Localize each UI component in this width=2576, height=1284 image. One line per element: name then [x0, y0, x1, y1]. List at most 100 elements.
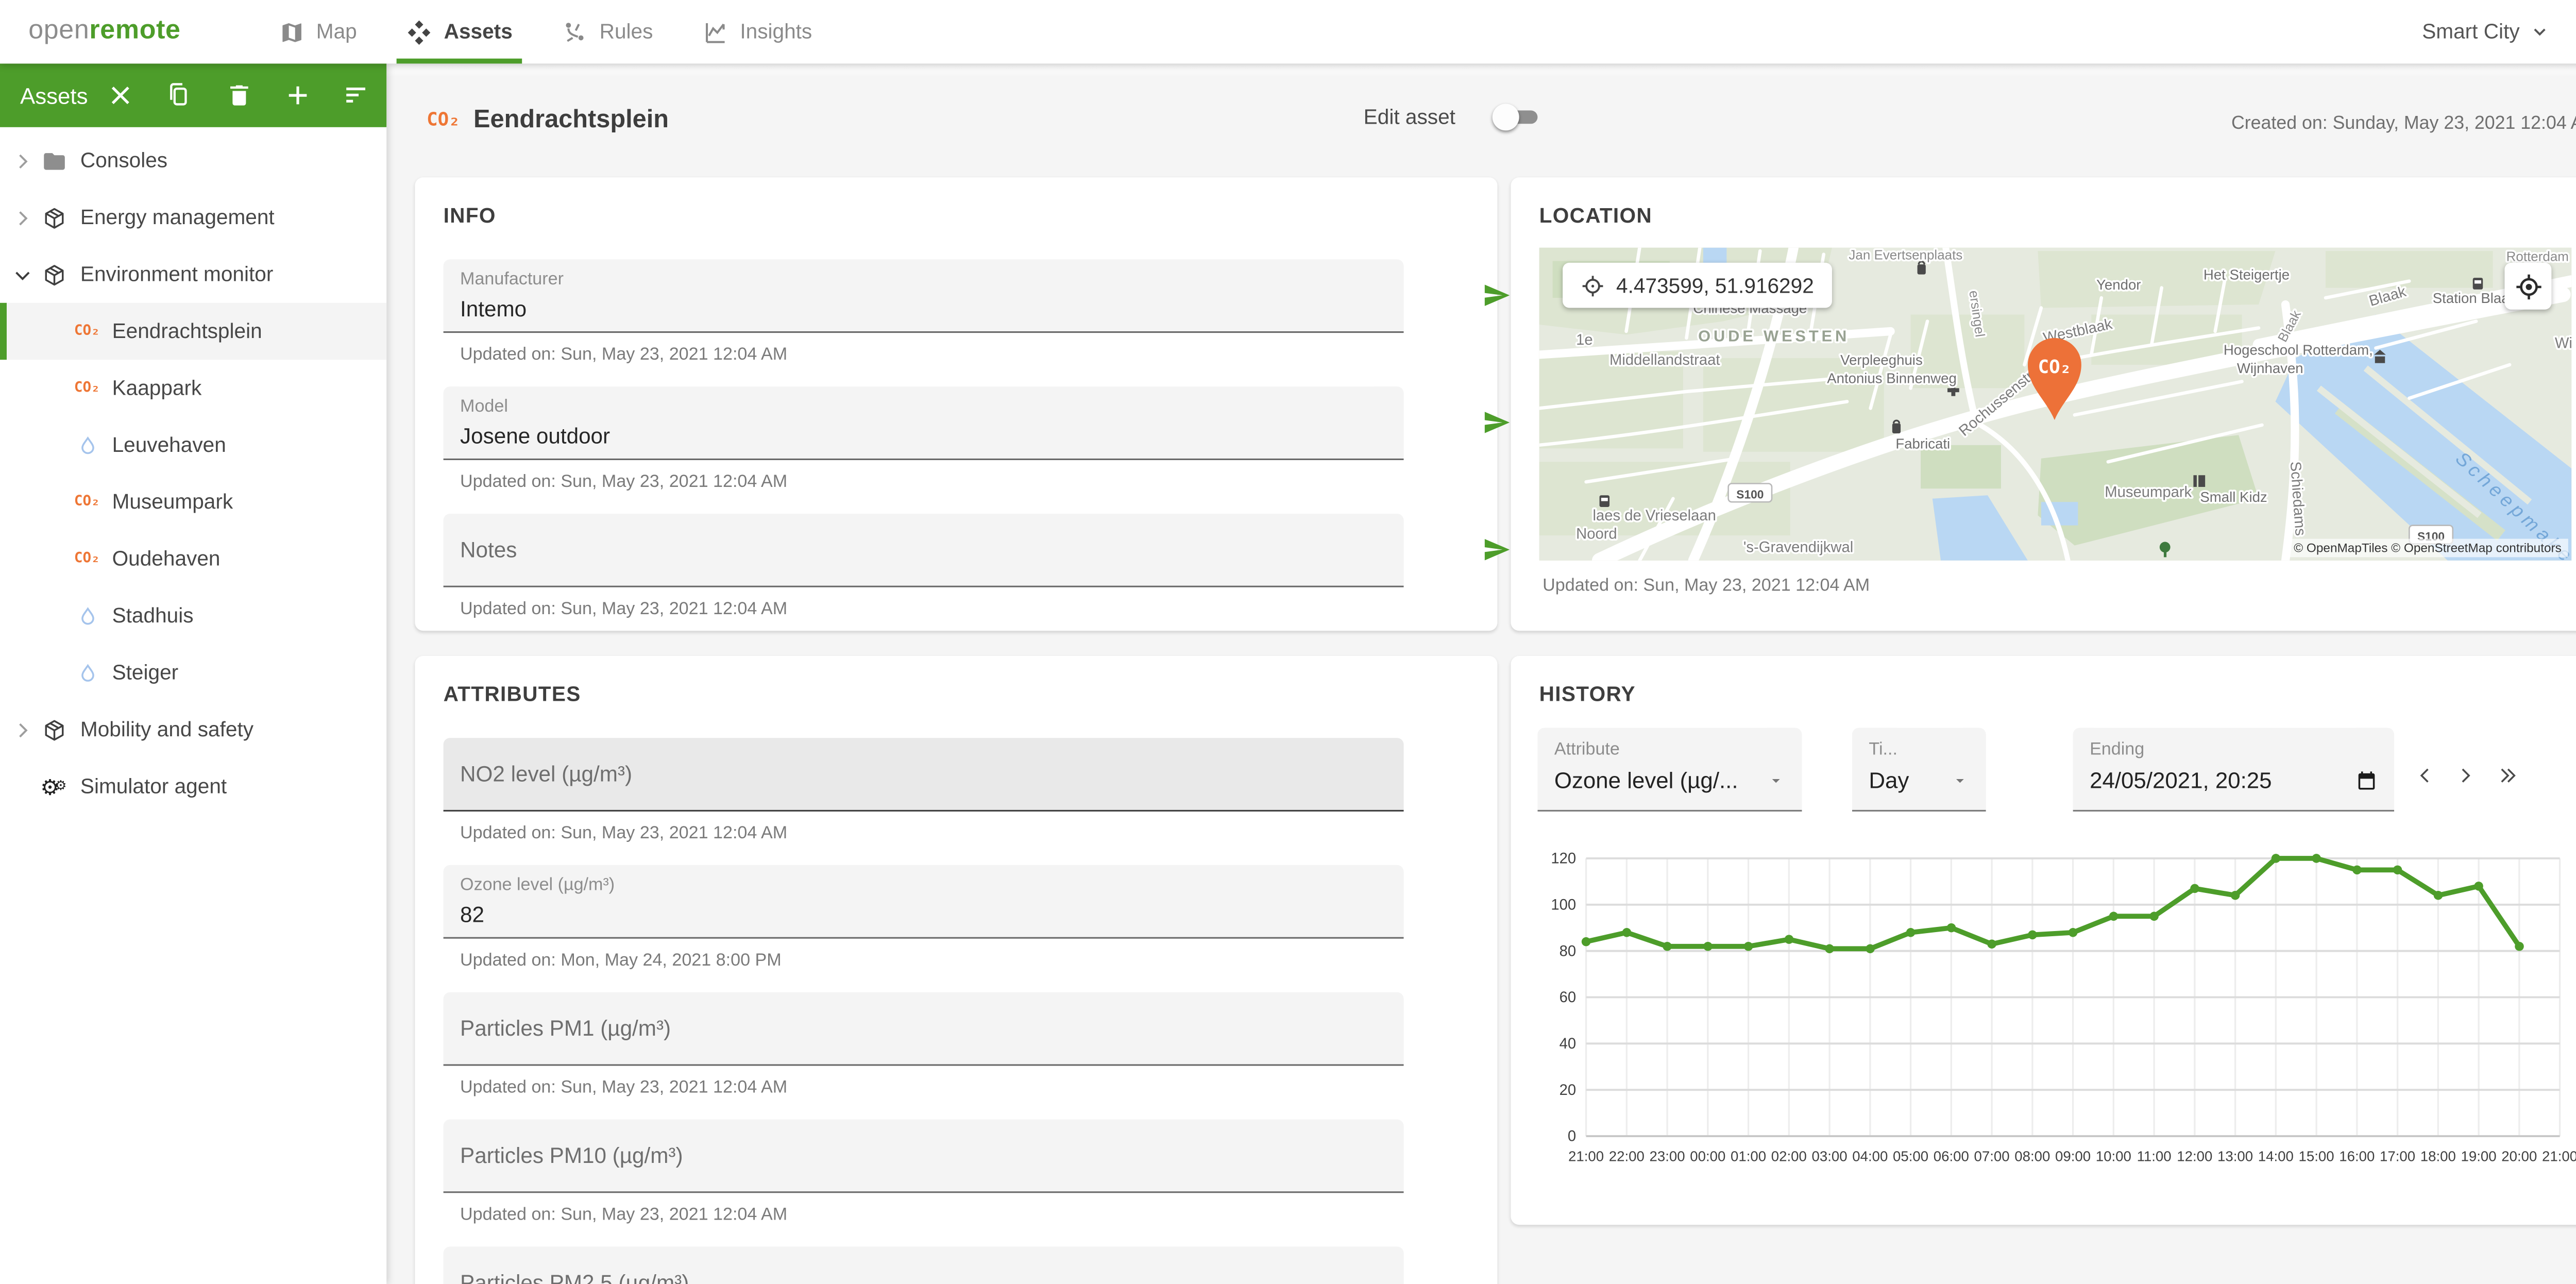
map-label: laes de Vrieselaan [1593, 508, 1716, 524]
svg-text:02:00: 02:00 [1771, 1148, 1807, 1164]
chevron-right-icon[interactable] [2454, 765, 2476, 786]
sidebar-item-energy-management[interactable]: Energy management [0, 189, 386, 246]
updated-on-text: Updated on: Sun, May 23, 2021 12:04 AM [460, 1077, 788, 1098]
close-icon[interactable] [91, 63, 150, 127]
panel-title: ATTRIBUTES [443, 682, 581, 706]
svg-text:07:00: 07:00 [1974, 1148, 2010, 1164]
attributes-panel: ATTRIBUTES NO2 level (µg/m³) Updated on: … [415, 656, 1498, 1284]
sidebar-item-label: Kaappark [112, 376, 202, 400]
attribute-field[interactable]: Ozone level (µg/m³) 82 [443, 865, 1404, 939]
co2-icon: CO₂ [74, 380, 100, 397]
location-updated-text: Updated on: Sun, May 23, 2021 12:04 AM [1543, 576, 1870, 596]
svg-text:21:00: 21:00 [1568, 1148, 1604, 1164]
svg-text:04:00: 04:00 [1852, 1148, 1888, 1164]
info-field[interactable]: Notes [443, 513, 1404, 587]
chevron-right-icon[interactable] [12, 719, 33, 740]
chevron-double-right-icon[interactable] [2495, 765, 2520, 786]
send-attribute-button[interactable] [1482, 408, 1511, 436]
logo-open: open [28, 16, 90, 45]
send-attribute-button[interactable] [1482, 281, 1511, 310]
sidebar-item-steiger[interactable]: Steiger [0, 644, 386, 701]
water-icon [70, 662, 104, 683]
svg-text:80: 80 [1560, 943, 1577, 959]
realm-label: Smart City [2422, 20, 2520, 44]
timeframe-select-label: Ti... [1869, 739, 1897, 760]
asset-tree-header: Assets [0, 63, 387, 127]
tab-rules[interactable]: Rules [537, 0, 678, 63]
tab-insights[interactable]: Insights [678, 0, 837, 63]
field-label: Model [460, 396, 508, 417]
sort-icon[interactable] [327, 63, 386, 127]
send-attribute-button[interactable] [1482, 535, 1511, 564]
svg-text:S100: S100 [1736, 488, 1764, 501]
asset-viewer: CO₂ Eendrachtsplein Edit asset Created o… [386, 63, 2576, 1284]
attribute-field[interactable]: NO2 level (µg/m³) [443, 738, 1404, 812]
map[interactable]: 4.473599, 51.916292 [1539, 247, 2572, 561]
sidebar-item-environment-monitor[interactable]: Environment monitor [0, 246, 386, 302]
assets-icon [407, 19, 432, 44]
co2-icon: CO₂ [74, 493, 100, 511]
tab-assets[interactable]: Assets [382, 0, 537, 64]
sidebar-item-stadhuis[interactable]: Stadhuis [0, 587, 386, 644]
gears-icon: ⚙⚙ [40, 773, 67, 799]
sidebar-item-kaappark[interactable]: CO₂ Kaappark [0, 360, 386, 416]
delete-icon[interactable] [209, 63, 268, 127]
updated-on-text: Updated on: Sun, May 23, 2021 12:04 AM [460, 599, 788, 619]
info-field[interactable]: Model Josene outdoor [443, 386, 1404, 461]
svg-text:CO₂: CO₂ [2038, 357, 2072, 378]
sidebar-item-label: Steiger [112, 661, 179, 685]
panel-title: INFO [443, 204, 496, 228]
attribute-field-block: Particles PM10 (µg/m³) Updated on: Sun, M… [443, 1119, 1469, 1225]
sidebar-item-museumpark[interactable]: CO₂ Museumpark [0, 474, 386, 530]
edit-asset-toggle[interactable] [1492, 104, 1542, 131]
map-label: Hogeschool Rotterdam, [2224, 342, 2373, 358]
sidebar-item-eendrachtsplein[interactable]: CO₂ Eendrachtsplein [0, 302, 387, 360]
logo-remote: remote [89, 16, 181, 45]
timeframe-select[interactable]: Ti... Day [1852, 728, 1986, 812]
chevron-down-icon[interactable] [12, 263, 33, 285]
attribute-field[interactable]: Particles PM1 (µg/m³) [443, 992, 1404, 1066]
svg-text:13:00: 13:00 [2217, 1148, 2253, 1164]
co2-icon: CO₂ [427, 109, 460, 131]
sidebar-item-label: Oudehaven [112, 547, 221, 571]
co2-icon: CO₂ [74, 323, 100, 340]
center-location-button[interactable] [2504, 262, 2552, 310]
sidebar-item-oudehaven[interactable]: CO₂ Oudehaven [0, 530, 386, 587]
copy-icon[interactable] [150, 63, 209, 127]
chevron-right-icon[interactable] [12, 207, 33, 228]
chevron-down-icon [1767, 771, 1785, 790]
water-icon [70, 434, 104, 456]
realm-selector[interactable]: Smart City [2422, 20, 2550, 43]
svg-text:09:00: 09:00 [2055, 1148, 2091, 1164]
sidebar-item-consoles[interactable]: Consoles [0, 132, 386, 189]
add-icon[interactable] [268, 63, 327, 127]
sidebar-item-label: Stadhuis [112, 604, 194, 628]
field-value: Josene outdoor [460, 423, 611, 449]
map-label: Rotterdam Bla [2506, 249, 2572, 264]
chevron-left-icon[interactable] [2414, 765, 2436, 786]
tab-label: Rules [599, 20, 653, 44]
svg-text:100: 100 [1551, 897, 1576, 914]
sidebar-item-simulator-agent[interactable]: ⚙⚙ Simulator agent [0, 758, 386, 815]
chevron-down-icon [2530, 22, 2550, 42]
sidebar-item-mobility-and-safety[interactable]: Mobility and safety [0, 701, 386, 758]
map-label: OUDE WESTEN [1698, 327, 1850, 345]
info-field[interactable]: Manufacturer Intemo [443, 259, 1404, 333]
tab-map[interactable]: Map [255, 0, 382, 63]
attribute-select[interactable]: Attribute Ozone level (µg/... [1537, 728, 1802, 812]
chevron-right-icon[interactable] [12, 150, 33, 172]
attribute-field[interactable]: Particles PM10 (µg/m³) [443, 1119, 1404, 1193]
map-label: Museumpark [2105, 484, 2192, 500]
asset-tree-panel: Assets Consoles Energy management Environm… [0, 63, 387, 1284]
sidebar-item-leuvehaven[interactable]: Leuvehaven [0, 417, 386, 474]
top-navigation: Map Assets Rules Insights [255, 0, 837, 64]
attribute-field[interactable]: Particles PM2.5 (µg/m³) [443, 1246, 1404, 1284]
field-label: Particles PM10 (µg/m³) [460, 1143, 683, 1168]
calendar-icon[interactable] [2355, 770, 2377, 791]
co2-icon: CO₂ [74, 550, 100, 567]
ending-datetime-input[interactable]: Ending 24/05/2021, 20:25 [2073, 728, 2395, 812]
map-label: 's-Gravendijkwal [1743, 539, 1853, 556]
svg-text:06:00: 06:00 [1934, 1148, 1969, 1164]
rules-icon [563, 19, 588, 44]
svg-text:01:00: 01:00 [1731, 1148, 1766, 1164]
